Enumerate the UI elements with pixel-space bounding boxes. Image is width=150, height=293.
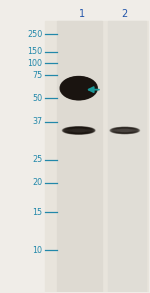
- Ellipse shape: [61, 77, 97, 100]
- Bar: [108, 21, 146, 292]
- Ellipse shape: [62, 77, 95, 99]
- Text: 37: 37: [32, 117, 42, 126]
- Ellipse shape: [60, 76, 97, 100]
- Ellipse shape: [66, 127, 91, 133]
- Ellipse shape: [63, 127, 94, 134]
- Text: 100: 100: [27, 59, 42, 68]
- Text: 15: 15: [32, 208, 42, 217]
- Ellipse shape: [67, 127, 91, 133]
- Text: 20: 20: [32, 178, 42, 188]
- Ellipse shape: [65, 79, 93, 98]
- Ellipse shape: [113, 128, 136, 133]
- Ellipse shape: [110, 127, 140, 134]
- Text: 25: 25: [32, 155, 42, 164]
- Ellipse shape: [110, 127, 139, 134]
- Text: 1: 1: [79, 9, 86, 19]
- Ellipse shape: [111, 127, 138, 133]
- Ellipse shape: [62, 127, 95, 134]
- Ellipse shape: [65, 79, 92, 97]
- Ellipse shape: [67, 80, 91, 97]
- Bar: [45, 21, 149, 292]
- Ellipse shape: [64, 127, 93, 134]
- Text: 75: 75: [32, 71, 42, 80]
- Ellipse shape: [63, 78, 94, 98]
- Ellipse shape: [61, 77, 96, 99]
- Text: 2: 2: [121, 9, 127, 19]
- Ellipse shape: [65, 127, 93, 134]
- Ellipse shape: [63, 127, 94, 134]
- Ellipse shape: [65, 127, 92, 134]
- Bar: [57, 21, 102, 292]
- Ellipse shape: [66, 127, 92, 134]
- Ellipse shape: [114, 128, 136, 133]
- Ellipse shape: [63, 78, 95, 98]
- Ellipse shape: [112, 127, 138, 133]
- Text: 150: 150: [27, 47, 42, 56]
- Text: 10: 10: [32, 246, 42, 255]
- Text: 50: 50: [32, 94, 42, 103]
- Ellipse shape: [111, 127, 139, 134]
- Text: 250: 250: [27, 30, 42, 39]
- Ellipse shape: [64, 79, 93, 98]
- Ellipse shape: [66, 79, 92, 97]
- Ellipse shape: [112, 128, 137, 133]
